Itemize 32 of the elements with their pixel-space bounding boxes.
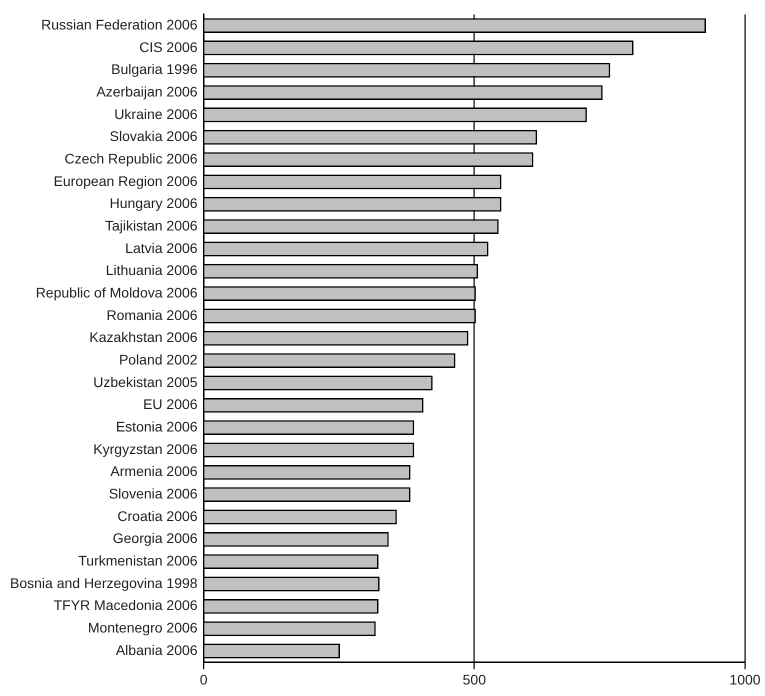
y-tick-label: Croatia 2006 — [117, 508, 198, 524]
y-tick-label: Tajikistan 2006 — [104, 217, 198, 234]
y-tick-label: Poland 2002 — [118, 351, 198, 368]
y-tick-label: Bosnia and Herzegovina 1998 — [10, 574, 198, 591]
x-tick-label: 500 — [462, 671, 486, 688]
y-tick-label: Albania 2006 — [116, 642, 198, 658]
y-tick-label: Latvia 2006 — [125, 240, 198, 256]
y-tick-label: Kazakhstan 2006 — [89, 329, 198, 346]
y-tick-label: Slovenia 2006 — [108, 486, 198, 502]
x-tick-label: 0 — [200, 671, 208, 688]
y-tick-label: TFYR Macedonia 2006 — [54, 597, 198, 614]
y-tick-label: Ukraine 2006 — [114, 106, 198, 122]
y-tick-label: Lithuania 2006 — [106, 262, 198, 278]
y-tick-label: Turkmenistan 2006 — [78, 552, 198, 569]
y-tick-label: Czech Republic 2006 — [64, 150, 198, 166]
y-tick-label: CIS 2006 — [139, 38, 198, 55]
y-tick-label: Montenegro 2006 — [88, 620, 198, 636]
y-tick-label: Uzbekistan 2005 — [93, 374, 198, 390]
y-tick-label: European Region 2006 — [54, 172, 198, 189]
y-tick-label: Slovakia 2006 — [110, 128, 198, 144]
y-tick-label: Azerbaijan 2006 — [96, 83, 198, 100]
y-tick-label: Georgia 2006 — [112, 530, 198, 546]
y-tick-label: Armenia 2006 — [110, 463, 198, 480]
x-tick-label: 1000 — [729, 671, 761, 688]
y-tick-label: EU 2006 — [143, 396, 198, 412]
y-tick-label: Republic of Moldova 2006 — [36, 284, 198, 300]
y-tick-label: Kyrgyzstan 2006 — [93, 440, 198, 457]
y-tick-label: Hungary 2006 — [110, 195, 198, 212]
y-tick-label: Russian Federation 2006 — [41, 16, 198, 32]
y-tick-label: Romania 2006 — [106, 306, 198, 323]
y-tick-label: Estonia 2006 — [116, 418, 198, 435]
y-tick-label: Bulgaria 1996 — [111, 61, 198, 78]
